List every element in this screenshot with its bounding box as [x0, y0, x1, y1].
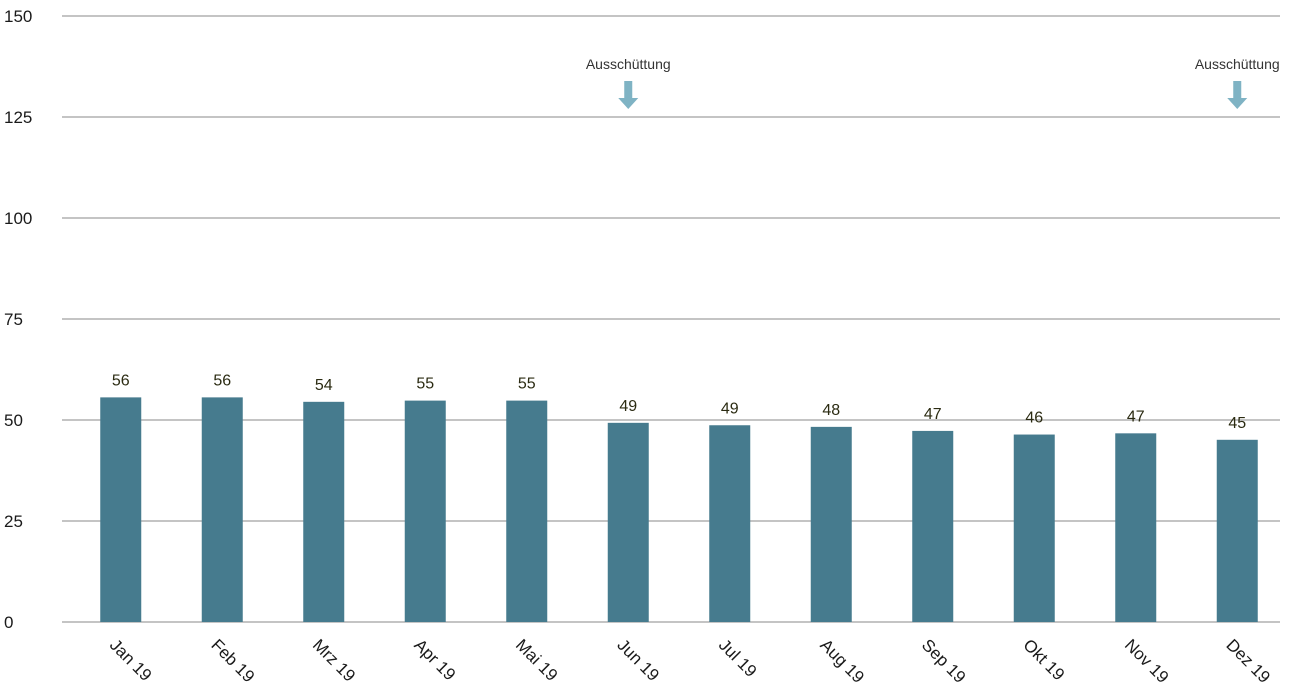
annotation-layer: Ausschüttung Ausschüttung	[586, 56, 1280, 109]
bar-mai-19	[506, 400, 548, 622]
bar-mrz-19	[303, 401, 345, 622]
x-tick-label: Nov 19	[1121, 635, 1173, 687]
bar-jun-19	[607, 422, 649, 622]
x-tick-label: Jun 19	[613, 635, 663, 685]
data-label: 56	[112, 372, 130, 389]
bar-jul-19	[709, 425, 751, 622]
x-tick-label: Jul 19	[715, 635, 761, 681]
data-label: 55	[518, 376, 536, 393]
bar-apr-19	[404, 400, 446, 622]
grid-layer: 0 25 50 75 100 125 150	[4, 7, 1280, 632]
bar-feb-19	[201, 397, 243, 622]
y-tick-label: 150	[4, 7, 32, 26]
data-label: 46	[1025, 410, 1043, 427]
bar-jan-19	[100, 397, 142, 622]
y-tick-label: 0	[4, 613, 13, 632]
data-label: 47	[1127, 408, 1145, 425]
x-tick-label: Aug 19	[816, 635, 868, 687]
y-tick-label: 100	[4, 209, 32, 228]
bar-nov-19	[1115, 433, 1157, 622]
x-tick-label: Feb 19	[207, 635, 258, 686]
bar-sep-19	[912, 430, 954, 622]
down-arrow-icon	[618, 81, 639, 109]
bars-layer	[100, 397, 1258, 622]
data-label: 49	[619, 398, 637, 415]
bar-okt-19	[1013, 434, 1055, 622]
down-arrow-icon	[1227, 81, 1248, 109]
data-label: 55	[416, 376, 434, 393]
x-tick-label: Apr 19	[410, 635, 459, 684]
x-tick-label: Jan 19	[106, 635, 156, 685]
data-label: 56	[213, 372, 231, 389]
x-tick-label: Sep 19	[918, 635, 970, 687]
data-label: 47	[924, 406, 942, 423]
bar-dez-19	[1216, 439, 1258, 622]
x-tick-label: Okt 19	[1019, 635, 1068, 684]
x-tick-label: Mai 19	[512, 635, 562, 685]
bar-aug-19	[810, 426, 852, 622]
x-tick-label: Dez 19	[1222, 635, 1274, 687]
data-label: 54	[315, 377, 333, 394]
data-label: 45	[1228, 415, 1246, 432]
y-tick-label: 50	[4, 411, 23, 430]
y-tick-label: 75	[4, 310, 23, 329]
data-label: 48	[822, 402, 840, 419]
x-tick-label: Mrz 19	[309, 635, 359, 685]
annotation-label: Ausschüttung	[1195, 56, 1280, 72]
y-tick-label: 125	[4, 108, 32, 127]
annotation-label: Ausschüttung	[586, 56, 671, 72]
y-tick-label: 25	[4, 512, 23, 531]
data-label: 49	[721, 400, 739, 417]
